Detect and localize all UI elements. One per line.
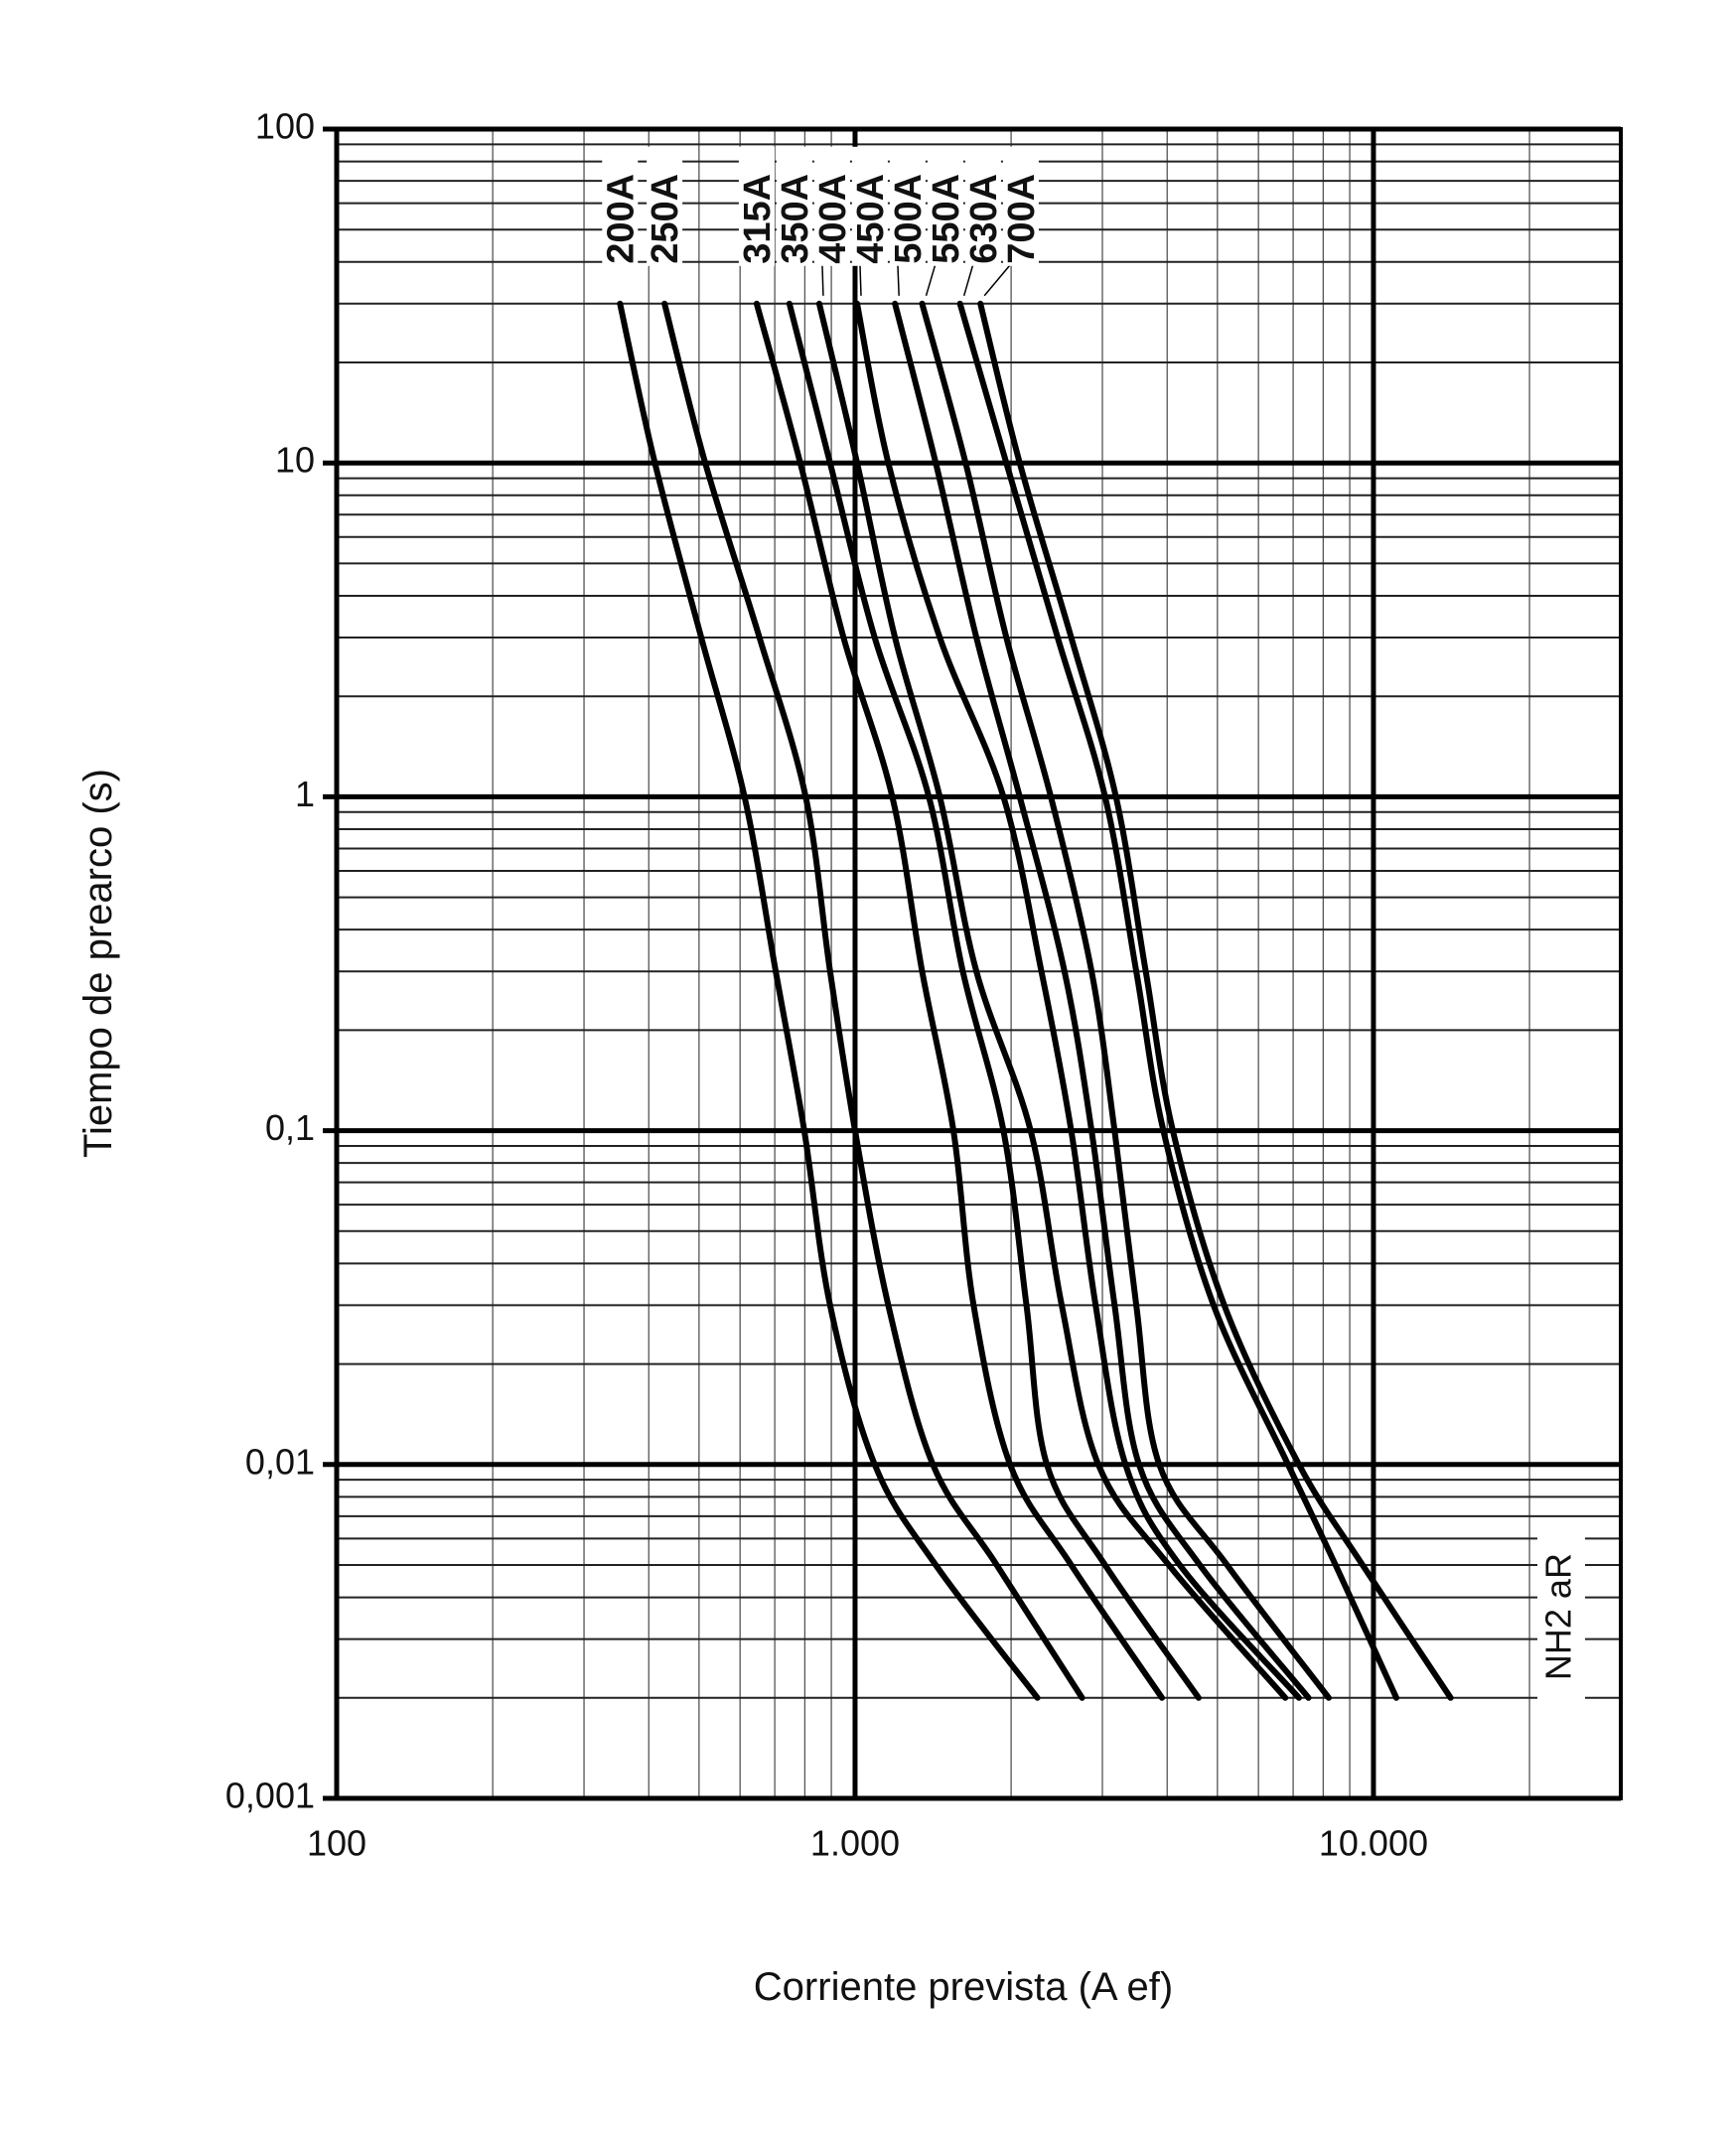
- x-tick-label: 10.000: [1319, 1823, 1428, 1864]
- curve: [617, 300, 1041, 1701]
- y-tick-label: 10: [275, 440, 315, 481]
- label-backdrop: [889, 146, 926, 266]
- label-backdrop: [647, 146, 683, 266]
- series-label: 315A: [737, 174, 779, 264]
- leader-line: [925, 263, 937, 297]
- label-backdrop: [927, 146, 963, 266]
- x-axis-title: Corriente prevista (A ef): [754, 1965, 1173, 2009]
- series-label: 200A: [600, 174, 642, 264]
- annotation-box: [1537, 1527, 1585, 1707]
- label-backdrop: [1002, 146, 1039, 266]
- curve: [661, 300, 1085, 1701]
- curve: [892, 300, 1312, 1701]
- y-tick-label: 0,01: [245, 1441, 315, 1482]
- plot-frame: [335, 127, 1623, 1800]
- leader-line: [821, 263, 824, 296]
- series-label: 450A: [850, 174, 892, 264]
- curve: [977, 300, 1454, 1701]
- curve: [956, 300, 1399, 1701]
- y-tick-label: 0,001: [225, 1776, 315, 1816]
- curve: [786, 300, 1202, 1701]
- series-label: 400A: [812, 174, 854, 264]
- label-backdrop: [813, 146, 850, 266]
- curve: [815, 300, 1289, 1701]
- label-backdrop: [776, 146, 812, 266]
- leader-line: [897, 263, 900, 296]
- series-label: 350A: [775, 174, 816, 264]
- curve: [919, 300, 1332, 1701]
- leader-line: [983, 263, 1012, 297]
- label-backdrop: [964, 146, 1001, 266]
- x-tick-label: 1.000: [810, 1823, 900, 1864]
- curve: [854, 300, 1302, 1701]
- leader-line: [962, 263, 974, 297]
- label-backdrop: [602, 146, 639, 266]
- y-tick-label: 1: [295, 774, 315, 814]
- series-label: 500A: [888, 174, 930, 264]
- y-axis-title: Tiempo de prearco (s): [76, 769, 120, 1158]
- label-backdrop: [738, 146, 775, 266]
- x-tick-label: 100: [307, 1823, 366, 1864]
- annotation: NH2 aR: [1538, 1553, 1579, 1680]
- curve: [753, 300, 1166, 1701]
- label-backdrop: [851, 146, 888, 266]
- y-tick-label: 0,1: [265, 1107, 315, 1148]
- leader-line: [859, 263, 862, 296]
- series-label: 550A: [926, 174, 967, 264]
- series-label: 630A: [963, 174, 1005, 264]
- y-tick-label: 100: [255, 106, 315, 147]
- series-label: 250A: [645, 174, 686, 264]
- series-label: 700A: [1001, 174, 1043, 264]
